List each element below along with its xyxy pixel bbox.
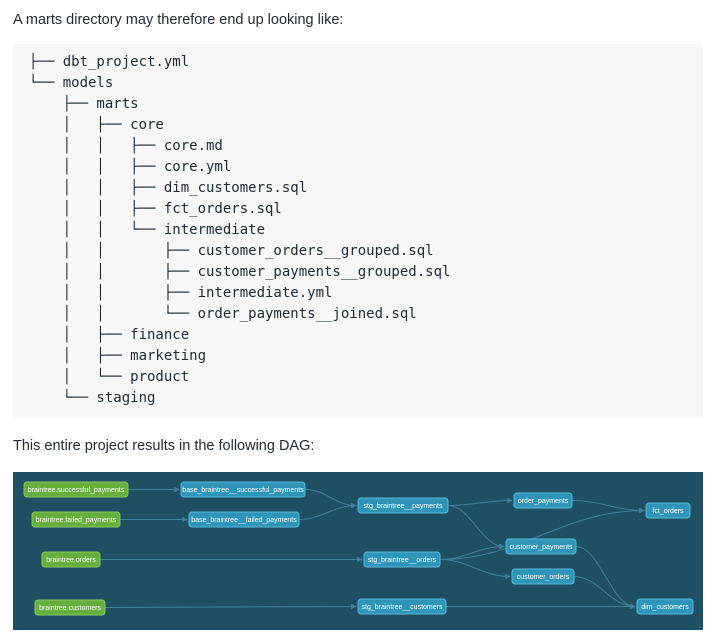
- dag-node-dim_customers: dim_customers: [636, 598, 694, 615]
- directory-tree: ├── dbt_project.yml └── models ├── marts…: [29, 54, 451, 406]
- dag-node-label: braintree.failed_payments: [36, 517, 117, 524]
- dag-intro-text: This entire project results in the follo…: [13, 438, 315, 454]
- dag-edge-customer_payments-to-dim_customers: [575, 546, 636, 610]
- dag-edge-base_braintree__successful_payments-to-stg_braintree__payments: [304, 489, 357, 509]
- dag-node-box: [23, 481, 129, 498]
- dag-node-box: [363, 551, 441, 568]
- dag-node-label: customer_orders: [517, 574, 570, 581]
- dag-node-label: braintree.successful_payments: [28, 487, 125, 494]
- dag-node-label: dim_customers: [641, 604, 689, 611]
- dag-node-label: stg_braintree__payments: [364, 503, 443, 510]
- dag-node-label: customer_payments: [509, 544, 573, 551]
- dag-node-braintree.orders: braintree.orders: [41, 551, 101, 568]
- dag-edge-stg_braintree__orders-to-customer_orders: [439, 559, 511, 580]
- dag-edge-order_payments-to-fct_orders: [571, 500, 645, 514]
- directory-tree-code-block: ├── dbt_project.yml └── models ├── marts…: [13, 44, 703, 418]
- dag-node-stg_braintree__payments: stg_braintree__payments: [357, 497, 449, 514]
- dag-node-box: [31, 511, 121, 528]
- dag-node-base_braintree__successful_payments: base_braintree__successful_payments: [180, 481, 306, 498]
- dag-node-label: braintree.customers: [39, 605, 101, 612]
- dag-node-box: [505, 538, 577, 555]
- dag-nodes: braintree.successful_payments base_braint…: [23, 481, 694, 616]
- dag-node-stg_braintree__customers: stg_braintree__customers: [357, 598, 447, 615]
- dag-node-order_payments: order_payments: [513, 492, 573, 509]
- dag-node-braintree.failed_payments: braintree.failed_payments: [31, 511, 121, 528]
- dag-edge-stg_braintree__payments-to-order_payments: [447, 497, 513, 506]
- dag-node-box: [511, 568, 575, 585]
- dag-node-label: fct_orders: [652, 508, 684, 515]
- dag-node-braintree.successful_payments: braintree.successful_payments: [23, 481, 129, 498]
- dag-node-base_braintree__failed_payments: base_braintree__failed_payments: [188, 511, 300, 528]
- dag-node-box: [513, 492, 573, 509]
- dag-node-label: order_payments: [518, 498, 569, 505]
- dag-node-box: [357, 497, 449, 514]
- dag-graph: braintree.successful_payments base_braint…: [13, 472, 703, 630]
- marts-intro-text: A marts directory may therefore end up l…: [13, 12, 344, 28]
- dag-node-label: base_braintree__failed_payments: [191, 517, 297, 524]
- dag-node-box: [41, 551, 101, 568]
- dag-node-box: [636, 598, 694, 615]
- dag-edge-braintree.customers-to-stg_braintree__customers: [104, 603, 357, 610]
- dag-node-braintree.customers: braintree.customers: [34, 599, 106, 616]
- dag-node-customer_orders: customer_orders: [511, 568, 575, 585]
- dag-node-label: stg_braintree__customers: [362, 604, 443, 611]
- dag-edges: [100, 486, 645, 610]
- dag-edge-stg_braintree__payments-to-customer_payments: [447, 505, 505, 550]
- dag-edge-base_braintree__failed_payments-to-stg_braintree__payments: [298, 502, 357, 520]
- dag-node-box: [180, 481, 306, 498]
- dag-node-box: [357, 598, 447, 615]
- dag-node-stg_braintree__orders: stg_braintree__orders: [363, 551, 441, 568]
- dag-node-label: stg_braintree__orders: [368, 557, 437, 564]
- dag-node-box: [645, 502, 691, 519]
- dag-node-label: base_braintree__successful_payments: [182, 487, 304, 494]
- dag-node-box: [188, 511, 300, 528]
- dag-node-label: braintree.orders: [46, 557, 96, 564]
- dag-edge-stg_braintree__orders-to-fct_orders: [439, 507, 645, 560]
- dag-node-fct_orders: fct_orders: [645, 502, 691, 519]
- dag-figure: braintree.successful_payments base_braint…: [13, 472, 703, 630]
- dag-edge-customer_orders-to-dim_customers: [573, 576, 636, 610]
- dag-node-customer_payments: customer_payments: [505, 538, 577, 555]
- dag-node-box: [34, 599, 106, 616]
